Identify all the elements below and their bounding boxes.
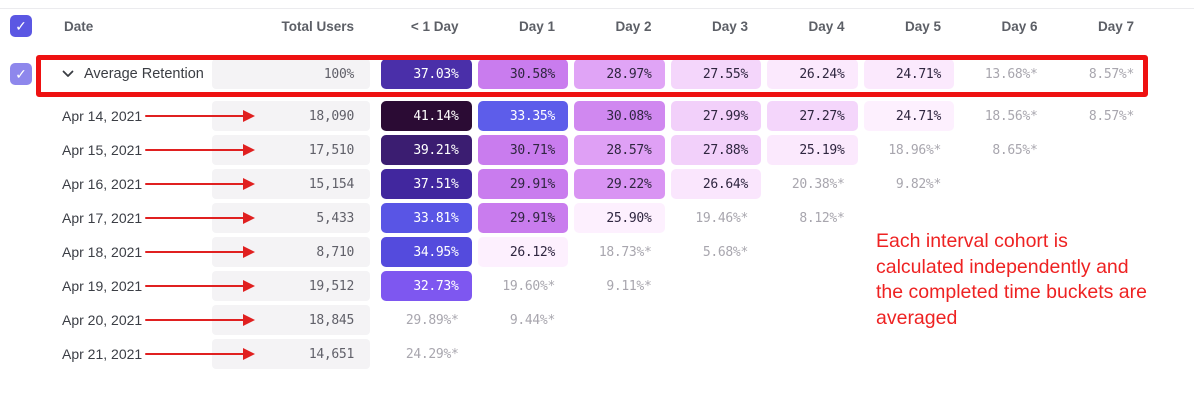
retention-cell[interactable]: 29.91% — [477, 169, 568, 199]
retention-cell[interactable]: 28.97% — [574, 59, 665, 89]
row-checkbox[interactable]: ✓ — [10, 63, 32, 85]
total-users-cell: 14,651 — [212, 339, 370, 369]
retention-cell[interactable]: 33.81% — [381, 203, 472, 233]
note-line: Each interval cohort is — [876, 230, 1068, 252]
column-header-total-users: Total Users — [281, 18, 354, 34]
cohort-date-label: Apr 17, 2021 — [62, 210, 143, 226]
retention-cell[interactable]: 8.57%* — [1088, 108, 1134, 124]
column-header-day-7: Day 7 — [1097, 18, 1134, 34]
retention-cell[interactable]: 25.90% — [574, 203, 665, 233]
cohort-row: Apr 15, 2021 17,510 39.21% 30.71% 28.57% 27.8… — [0, 133, 1150, 167]
retention-cell[interactable]: 27.88% — [670, 135, 761, 165]
retention-cell[interactable]: 41.14% — [381, 101, 472, 131]
retention-cell[interactable]: 8.65%* — [992, 142, 1038, 158]
cohort-date-label: Apr 21, 2021 — [62, 346, 143, 362]
cohort-row: Apr 14, 2021 18,090 41.14% 33.35% 30.08% 27.9… — [0, 99, 1150, 133]
retention-cell[interactable]: 29.22% — [574, 169, 665, 199]
retention-cell[interactable]: 18.73%* — [598, 244, 652, 260]
retention-cell[interactable]: 8.57%* — [1088, 66, 1134, 82]
average-retention-label: Average Retention — [84, 66, 204, 82]
retention-cell[interactable]: 18.96%* — [888, 142, 941, 158]
retention-cell[interactable]: 27.99% — [670, 101, 761, 131]
cohort-date-label: Apr 14, 2021 — [62, 108, 143, 124]
retention-cell[interactable]: 19.46%* — [695, 210, 748, 226]
retention-cell[interactable]: 33.35% — [477, 101, 568, 131]
retention-cell[interactable]: 29.91% — [477, 203, 568, 233]
note-line: averaged — [876, 306, 958, 329]
retention-cell[interactable]: 26.64% — [670, 169, 761, 199]
retention-cell[interactable]: 39.21% — [381, 135, 472, 165]
column-header-day-4: Day 4 — [808, 18, 845, 34]
cohort-row: Apr 20, 2021 18,845 29.89%* 9.44%* — [0, 303, 1150, 337]
retention-cell[interactable]: 30.08% — [574, 101, 665, 131]
cohort-row: Apr 18, 2021 8,710 34.95% 26.12% 18.73%* 5.68… — [0, 235, 1150, 269]
retention-cell[interactable]: 28.57% — [574, 135, 665, 165]
chevron-down-icon[interactable] — [62, 70, 74, 78]
retention-cell[interactable]: 27.27% — [767, 101, 858, 131]
cohort-date-label: Apr 20, 2021 — [62, 312, 143, 328]
retention-cell[interactable]: 34.95% — [381, 237, 472, 267]
retention-cell[interactable]: 26.24% — [767, 59, 858, 89]
annotation-note: Each interval cohort is calculated indepe… — [876, 229, 1194, 331]
cohort-date-label: Apr 19, 2021 — [62, 278, 143, 294]
header-row: ✓ Date Total Users < 1 Day Day 1 Day 2 Day 3 D… — [0, 10, 1150, 42]
note-line: the completed time buckets are — [876, 281, 1147, 303]
retention-cell[interactable]: 20.38%* — [791, 176, 845, 192]
retention-cell[interactable]: 24.71% — [863, 59, 954, 89]
average-retention-row: ✓ Average Retention 100% 37.03% 30.58% 28.… — [0, 57, 1150, 91]
total-users-cell: 5,433 — [212, 203, 370, 233]
column-header-day-3: Day 3 — [711, 18, 748, 34]
retention-cell[interactable]: 37.03% — [381, 59, 472, 89]
retention-cell[interactable]: 32.73% — [381, 271, 472, 301]
retention-cell[interactable]: 9.44%* — [509, 312, 555, 328]
cohort-date-label: Apr 15, 2021 — [62, 142, 143, 158]
retention-cell[interactable]: 24.29%* — [405, 346, 459, 362]
cohort-row: Apr 21, 2021 14,651 24.29%* — [0, 337, 1150, 371]
note-line: calculated independently and — [876, 255, 1129, 278]
total-users-cell: 15,154 — [212, 169, 370, 199]
cohort-date-label: Apr 18, 2021 — [62, 244, 143, 260]
retention-cell[interactable]: 25.19% — [767, 135, 858, 165]
total-users-cell: 8,710 — [212, 237, 370, 267]
column-header-day-2: Day 2 — [615, 18, 652, 34]
retention-cell[interactable]: 13.68%* — [984, 66, 1038, 82]
total-users-cell: 18,090 — [212, 101, 370, 131]
retention-cell[interactable]: 30.71% — [477, 135, 568, 165]
retention-cell[interactable]: 37.51% — [381, 169, 472, 199]
average-total-users-cell: 100% — [212, 59, 370, 89]
retention-cell[interactable]: 19.60%* — [502, 278, 555, 294]
retention-cell[interactable]: 26.12% — [477, 237, 568, 267]
column-header-1-day: < 1 Day — [410, 18, 459, 34]
select-all-checkbox[interactable]: ✓ — [10, 15, 32, 37]
column-header-date: Date — [64, 18, 94, 34]
total-users-cell: 19,512 — [212, 271, 370, 301]
column-header-day-5: Day 5 — [904, 18, 941, 34]
retention-cell[interactable]: 24.71% — [863, 101, 954, 131]
column-header-day-1: Day 1 — [518, 18, 555, 34]
total-users-cell: 18,845 — [212, 305, 370, 335]
retention-cell[interactable]: 5.68%* — [702, 244, 748, 260]
cohort-row: Apr 16, 2021 15,154 37.51% 29.91% 29.22% 26.6… — [0, 167, 1150, 201]
retention-cell[interactable]: 9.11%* — [606, 278, 652, 294]
total-users-cell: 17,510 — [212, 135, 370, 165]
retention-cell[interactable]: 9.82%* — [895, 176, 941, 192]
column-header-day-6: Day 6 — [1001, 18, 1038, 34]
retention-cell[interactable]: 27.55% — [670, 59, 761, 89]
cohort-date-label: Apr 16, 2021 — [62, 176, 143, 192]
cohort-row: Apr 19, 2021 19,512 32.73% 19.60%* 9.11%* — [0, 269, 1150, 303]
top-divider — [0, 8, 1194, 9]
retention-cell[interactable]: 8.12%* — [799, 210, 845, 226]
retention-cell[interactable]: 29.89%* — [405, 312, 459, 328]
retention-cell[interactable]: 30.58% — [477, 59, 568, 89]
retention-cell[interactable]: 18.56%* — [984, 108, 1038, 124]
cohort-row: Apr 17, 2021 5,433 33.81% 29.91% 25.90% 19.46… — [0, 201, 1150, 235]
